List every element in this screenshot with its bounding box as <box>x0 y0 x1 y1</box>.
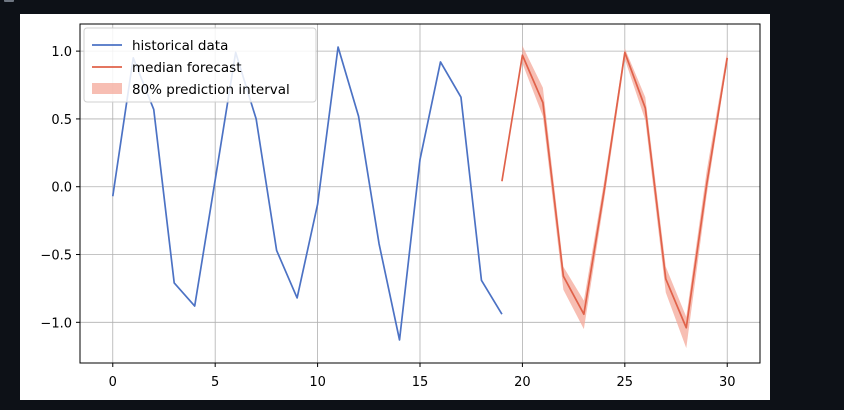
toolbar-glyph <box>4 0 14 2</box>
x-tick-label: 15 <box>412 375 429 390</box>
x-tick-label: 20 <box>514 375 531 390</box>
y-tick-label: 0.5 <box>51 113 72 128</box>
y-tick-label: 0.0 <box>51 181 72 196</box>
x-tick-label: 5 <box>211 375 219 390</box>
historical-data-line <box>111 46 503 341</box>
x-tick-label: 25 <box>617 375 634 390</box>
x-tick-label: 10 <box>309 375 326 390</box>
legend-interval-swatch <box>92 83 122 94</box>
window-top-strip <box>0 0 844 12</box>
legend-historical-label: historical data <box>132 38 228 54</box>
x-tick-label: 0 <box>109 375 117 390</box>
x-tick-label: 30 <box>719 375 736 390</box>
y-tick-label: 1.0 <box>51 45 72 60</box>
legend-forecast-label: median forecast <box>132 60 242 76</box>
median-forecast-line <box>501 51 729 329</box>
legend-interval-label: 80% prediction interval <box>132 82 290 98</box>
y-tick-label: −0.5 <box>40 249 72 264</box>
line-chart: 0 5 10 15 20 25 30 −1.0 −0.5 0.0 0.5 1.0 historical … <box>40 23 761 390</box>
legend-box <box>83 27 317 103</box>
y-tick-label: −1.0 <box>40 316 72 331</box>
chart-figure: 0 5 10 15 20 25 30 −1.0 −0.5 0.0 0.5 1.0 historical … <box>20 14 770 400</box>
